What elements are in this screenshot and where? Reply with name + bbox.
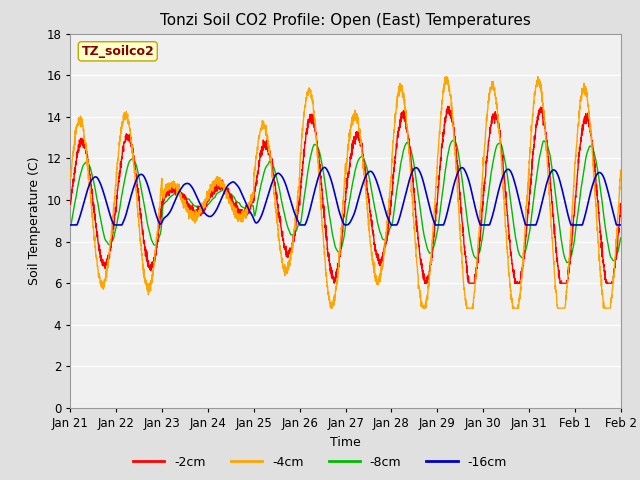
X-axis label: Time: Time: [330, 435, 361, 449]
Text: TZ_soilco2: TZ_soilco2: [81, 45, 154, 58]
Title: Tonzi Soil CO2 Profile: Open (East) Temperatures: Tonzi Soil CO2 Profile: Open (East) Temp…: [160, 13, 531, 28]
Legend: -2cm, -4cm, -8cm, -16cm: -2cm, -4cm, -8cm, -16cm: [128, 451, 512, 474]
Y-axis label: Soil Temperature (C): Soil Temperature (C): [28, 156, 41, 285]
